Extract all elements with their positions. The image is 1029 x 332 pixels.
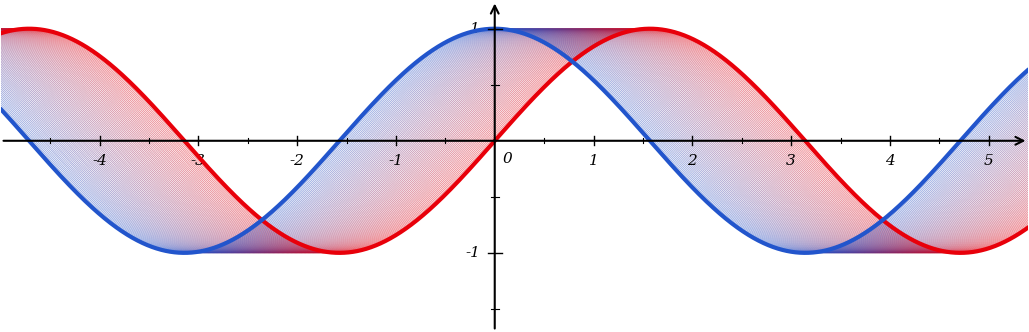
Text: 2: 2 — [687, 154, 698, 168]
Text: -2: -2 — [290, 154, 305, 168]
Text: -1: -1 — [389, 154, 403, 168]
Text: 1: 1 — [470, 22, 480, 36]
Text: 1: 1 — [589, 154, 599, 168]
Text: 3: 3 — [786, 154, 796, 168]
Text: -1: -1 — [465, 246, 480, 260]
Text: 4: 4 — [885, 154, 895, 168]
Text: -4: -4 — [92, 154, 107, 168]
Text: -3: -3 — [190, 154, 206, 168]
Text: 0: 0 — [502, 152, 512, 166]
Text: 5: 5 — [984, 154, 994, 168]
